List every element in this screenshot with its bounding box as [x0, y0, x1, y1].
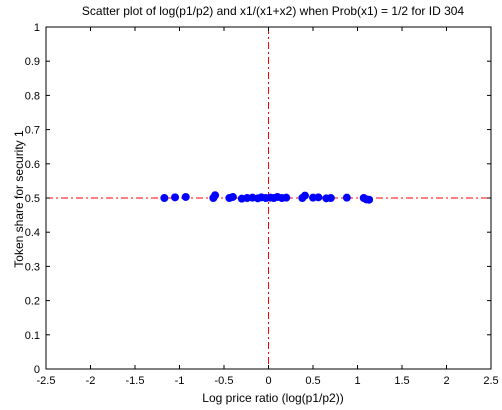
chart-title: Scatter plot of log(p1/p2) and x1/(x1+x2… — [82, 4, 465, 18]
data-point — [181, 192, 190, 201]
x-axis-ticks: -2.5 -2 -1.5 -1 -0.5 0 0.5 1 1.5 2 2.5 — [37, 27, 499, 387]
y-tick-label: 0.2 — [25, 296, 40, 308]
data-point — [228, 192, 237, 201]
data-point — [282, 193, 291, 202]
x-tick-label: 2 — [443, 375, 449, 387]
data-point — [300, 191, 309, 200]
y-axis-label: Token share for security 1 — [12, 130, 26, 268]
y-tick-label: 0.4 — [25, 227, 40, 239]
plot-area: -2.5 -2 -1.5 -1 -0.5 0 0.5 1 1.5 2 2.5 00.10.20.30… — [25, 22, 499, 387]
x-tick-label: -2 — [86, 375, 96, 387]
x-tick-label: 0.5 — [305, 375, 320, 387]
x-tick-label: 1.5 — [394, 375, 409, 387]
data-point — [160, 193, 169, 202]
x-tick-label: -1.5 — [126, 375, 145, 387]
y-tick-label: 0.9 — [25, 56, 40, 68]
y-axis-ticks: 0 0.1 0.2 0.3 0.4 0.5 0.6 0.7 0.8 0.9 1 — [25, 22, 491, 376]
data-point — [314, 193, 323, 202]
y-tick-label: 0.6 — [25, 159, 40, 171]
x-tick-label: -1 — [175, 375, 185, 387]
y-tick-label: 1 — [34, 22, 40, 34]
x-tick-label: -2.5 — [37, 375, 56, 387]
data-point — [365, 195, 374, 204]
y-tick-label: 0.5 — [25, 193, 40, 205]
x-axis-label: Log price ratio (log(p1/p2)) — [202, 391, 343, 405]
y-tick-label: 0 — [34, 364, 40, 376]
y-tick-label: 0.3 — [25, 261, 40, 273]
y-tick-label: 0.8 — [25, 90, 40, 102]
x-tick-label: 0 — [265, 375, 271, 387]
y-tick-label: 0.7 — [25, 125, 40, 137]
data-point — [211, 191, 220, 200]
y-tick-label: 0.1 — [25, 330, 40, 342]
x-tick-label: -0.5 — [215, 375, 234, 387]
data-point — [342, 193, 351, 202]
data-point — [171, 193, 180, 202]
data-point — [326, 193, 335, 202]
x-tick-label: 1 — [354, 375, 360, 387]
data-points — [160, 191, 374, 204]
x-tick-label: 2.5 — [483, 375, 498, 387]
